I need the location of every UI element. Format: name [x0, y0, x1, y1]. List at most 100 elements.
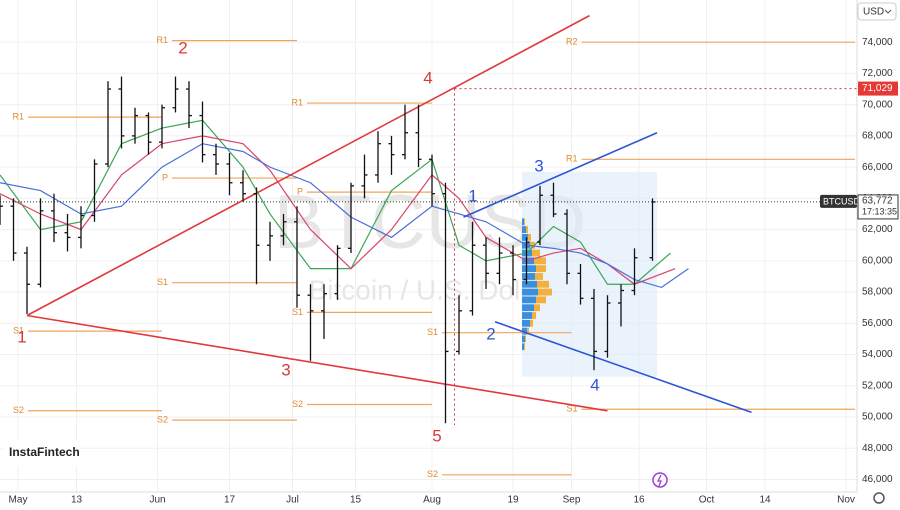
profile-buy: [522, 343, 524, 351]
y-tick-label: 66,000: [862, 162, 893, 173]
profile-sell: [526, 226, 528, 234]
grid: [0, 0, 857, 492]
profile-buy: [522, 273, 535, 280]
trendline: [494, 320, 752, 414]
y-tick-label: 74,000: [862, 37, 893, 48]
y-tick-label: 72,000: [862, 68, 893, 79]
pivot-label: S1: [157, 277, 168, 287]
profile-sell: [527, 327, 529, 335]
price-box: [857, 194, 899, 220]
event-icon[interactable]: [652, 472, 668, 488]
profile-buy: [522, 218, 524, 226]
profile-sell: [536, 265, 546, 273]
currency-button[interactable]: [857, 2, 897, 21]
profile-sell: [532, 249, 540, 257]
watermark-sub: Bitcoin / U.S. Dollar: [309, 274, 552, 305]
pivot-label: P: [297, 186, 303, 196]
brand: InstaFintech: [9, 445, 80, 459]
x-tick-label: 16: [633, 495, 645, 506]
moving-average: [0, 143, 689, 289]
y-tick-label: 62,000: [862, 224, 893, 235]
y-tick-label: 68,000: [862, 131, 893, 142]
symbol: BTCUSD: [823, 196, 861, 206]
x-tick-label: Nov: [837, 495, 855, 506]
currency[interactable]: USD: [863, 7, 884, 18]
y-tick-label: 60,000: [862, 255, 893, 266]
wave-label: 2: [486, 324, 495, 343]
level-box: [858, 81, 898, 96]
profile-sell: [537, 280, 549, 288]
x-tick-label: Sep: [563, 495, 581, 506]
settings-icon[interactable]: [873, 492, 885, 504]
wave-label: 3: [534, 156, 543, 175]
profile-sell: [536, 296, 546, 304]
profile-sell: [524, 343, 525, 351]
pivot-label: R2: [566, 37, 578, 47]
profile-sell: [530, 319, 533, 327]
profile-buy: [522, 296, 536, 304]
y-tick-label: 58,000: [862, 287, 893, 298]
wave-label: 4: [423, 68, 432, 87]
wave-label: 2: [178, 38, 187, 57]
moving-average: [0, 119, 671, 285]
profile-buy: [522, 304, 534, 312]
pivot-label: S1: [566, 404, 577, 414]
pivot-label: S1: [13, 325, 24, 335]
y-tick-label: 46,000: [862, 474, 893, 485]
last-price: 63,772: [862, 196, 893, 207]
profile-sell: [535, 273, 543, 280]
trendline: [26, 314, 608, 412]
y-tick-label: 70,000: [862, 99, 893, 110]
pivot-label: S2: [13, 405, 24, 415]
profile-buy: [522, 265, 536, 273]
wave-label: 1: [17, 327, 26, 346]
pivot-label: R1: [566, 154, 578, 164]
symbol-box: [820, 194, 857, 208]
profile-buy: [522, 226, 526, 234]
x-tick-label: 14: [759, 495, 771, 506]
x-tick-label: Aug: [423, 495, 441, 506]
pivot-label: R1: [291, 97, 303, 107]
x-tick-label: May: [9, 495, 28, 506]
pivot-label: P: [162, 172, 168, 182]
x-tick-label: 15: [350, 495, 362, 506]
profile-sell: [524, 218, 525, 226]
profile-buy: [522, 234, 528, 241]
countdown: 17:13:35: [862, 206, 897, 216]
trendline: [463, 132, 658, 218]
x-tick-label: 19: [507, 495, 519, 506]
dropdown-icon: [884, 9, 892, 14]
trendline: [26, 14, 590, 317]
pivot-label: S1: [292, 307, 303, 317]
profile-buy: [522, 280, 537, 288]
profile-buy: [522, 288, 538, 296]
plot-area: R1 S1 S2 R1 P S1 S2 R1 P S1 S2 S1 S2 R2 R1 S1: [0, 14, 857, 479]
profile-sell: [525, 335, 526, 343]
y-tick-label: 48,000: [862, 443, 893, 454]
wave-label: 4: [590, 375, 599, 394]
pivot-label: S2: [157, 415, 168, 425]
profile-sell: [530, 241, 535, 249]
profile-sell: [534, 304, 540, 312]
profile-buy: [522, 312, 532, 319]
x-tick-label: 17: [224, 495, 236, 506]
brand-box: [3, 440, 79, 466]
wave-label: 3: [281, 360, 290, 379]
profile-buy: [522, 319, 530, 327]
y-tick-label: 56,000: [862, 318, 893, 329]
moving-average: [0, 135, 676, 285]
profile-sell: [528, 234, 531, 241]
x-tick-label: 13: [71, 495, 83, 506]
level-label: 71,029: [862, 83, 893, 94]
y-tick-label: 54,000: [862, 349, 893, 360]
y-tick-label: 52,000: [862, 380, 893, 391]
event-icon-bolt: [656, 474, 662, 487]
profile-sell: [534, 257, 546, 265]
x-tick-label: Jun: [149, 495, 165, 506]
pivot-label: S2: [292, 399, 303, 409]
profile-buy: [522, 335, 525, 343]
wave-label: 1: [468, 186, 477, 205]
profile-sell: [532, 312, 536, 319]
pivot-label: R1: [156, 35, 168, 45]
